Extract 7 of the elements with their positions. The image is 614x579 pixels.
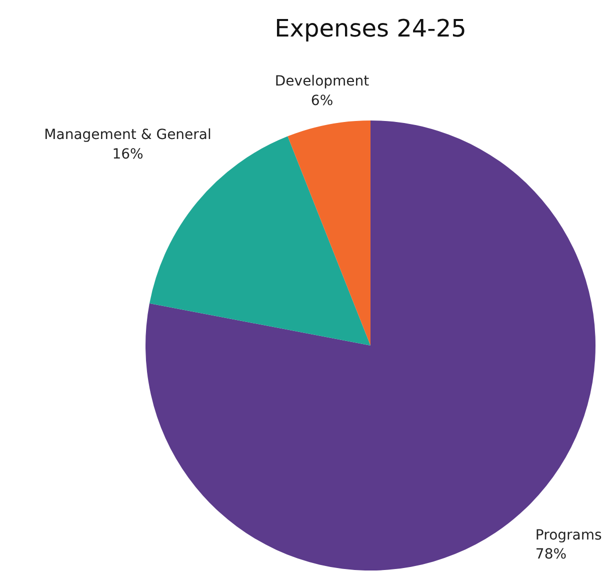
slice-label: Development (274, 74, 370, 90)
chart-title: Expenses 24-25 (274, 14, 466, 42)
data-label: 6% (310, 92, 334, 109)
slice-label: Management & General (44, 127, 212, 144)
data-label: 78% (535, 546, 567, 562)
data-label: 16% (112, 146, 144, 162)
slice-label: Programs (535, 527, 602, 544)
